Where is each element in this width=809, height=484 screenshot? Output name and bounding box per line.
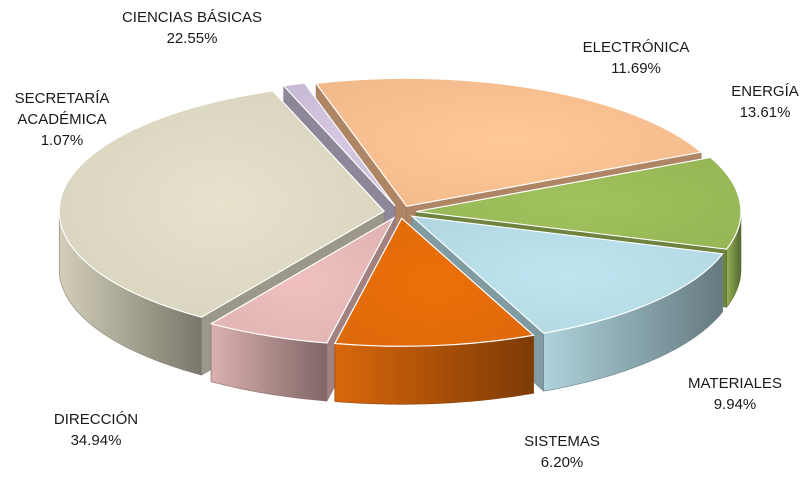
slice-sistemas: [209, 216, 396, 344]
slice-value-label: 34.94%: [71, 432, 122, 449]
slice-name-label: ELECTRÓNICA: [583, 39, 690, 56]
slice-label-electronica: ELECTRÓNICA 11.69%: [583, 39, 690, 77]
slice-name-label: ACADÉMICA: [17, 111, 106, 128]
slice-name-label: DIRECCIÓN: [54, 411, 138, 428]
slice-label-ciencias-basicas: CIENCIAS BÁSICAS 22.55%: [122, 9, 262, 47]
slice-label-direccion: DIRECCIÓN 34.94%: [54, 411, 138, 449]
slice-label-materiales: MATERIALES 9.94%: [688, 375, 782, 413]
slice-name-label: MATERIALES: [688, 375, 782, 392]
slice-name-label: CIENCIAS BÁSICAS: [122, 9, 262, 26]
slice-direccion: [58, 90, 386, 318]
slice-electronica: [415, 156, 742, 250]
slice-materiales: [333, 217, 535, 347]
slice-name-label: SECRETARÍA: [15, 90, 110, 107]
slice-name-label: ENERGÍA: [731, 83, 799, 100]
slice-label-energia: ENERGÍA 13.61%: [731, 83, 799, 121]
slice-value-label: 13.61%: [740, 104, 791, 121]
slice-value-label: 6.20%: [541, 454, 584, 471]
slice-value-label: 9.94%: [714, 396, 757, 413]
slice-label-sistemas: SISTEMAS 6.20%: [524, 433, 600, 471]
slice-value-label: 22.55%: [167, 30, 218, 47]
slice-label-secretaria-academica: SECRETARÍA ACADÉMICA 1.07%: [15, 90, 110, 149]
slice-energia: [410, 215, 724, 334]
slice-value-label: 1.07%: [41, 132, 84, 149]
slice-name-label: SISTEMAS: [524, 433, 600, 450]
slice-tops: [58, 77, 742, 347]
slice-ciencias-basicas: [314, 77, 703, 207]
slice-value-label: 11.69%: [611, 60, 661, 77]
slice-secretaria-academica: [282, 82, 396, 207]
slice-labels: ELECTRÓNICA 11.69% ENERGÍA 13.61% MATERIALES…: [15, 9, 799, 471]
